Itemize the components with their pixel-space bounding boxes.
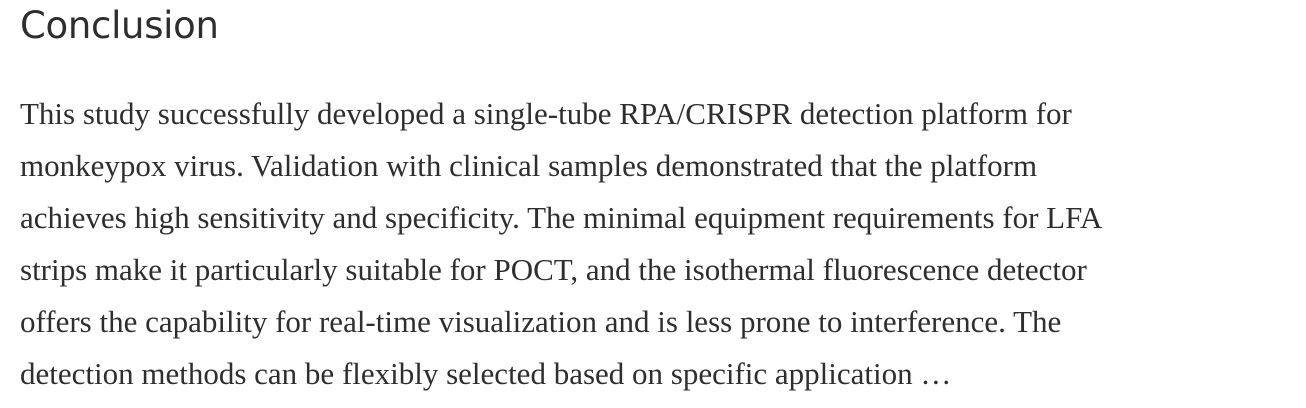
paragraph-line: monkeypox virus. Validation with clinica… (20, 148, 1038, 183)
conclusion-section: Conclusion This study successfully devel… (20, 0, 1300, 400)
paragraph-line: achieves high sensitivity and specificit… (20, 200, 1103, 235)
paragraph-line: detection methods can be flexibly select… (20, 356, 952, 391)
paragraph-line: offers the capability for real-time visu… (20, 304, 1062, 339)
paragraph-line: strips make it particularly suitable for… (20, 252, 1087, 287)
conclusion-paragraph: This study successfully developed a sing… (20, 88, 1300, 400)
paragraph-line: This study successfully developed a sing… (20, 96, 1072, 131)
section-heading: Conclusion (20, 4, 219, 47)
